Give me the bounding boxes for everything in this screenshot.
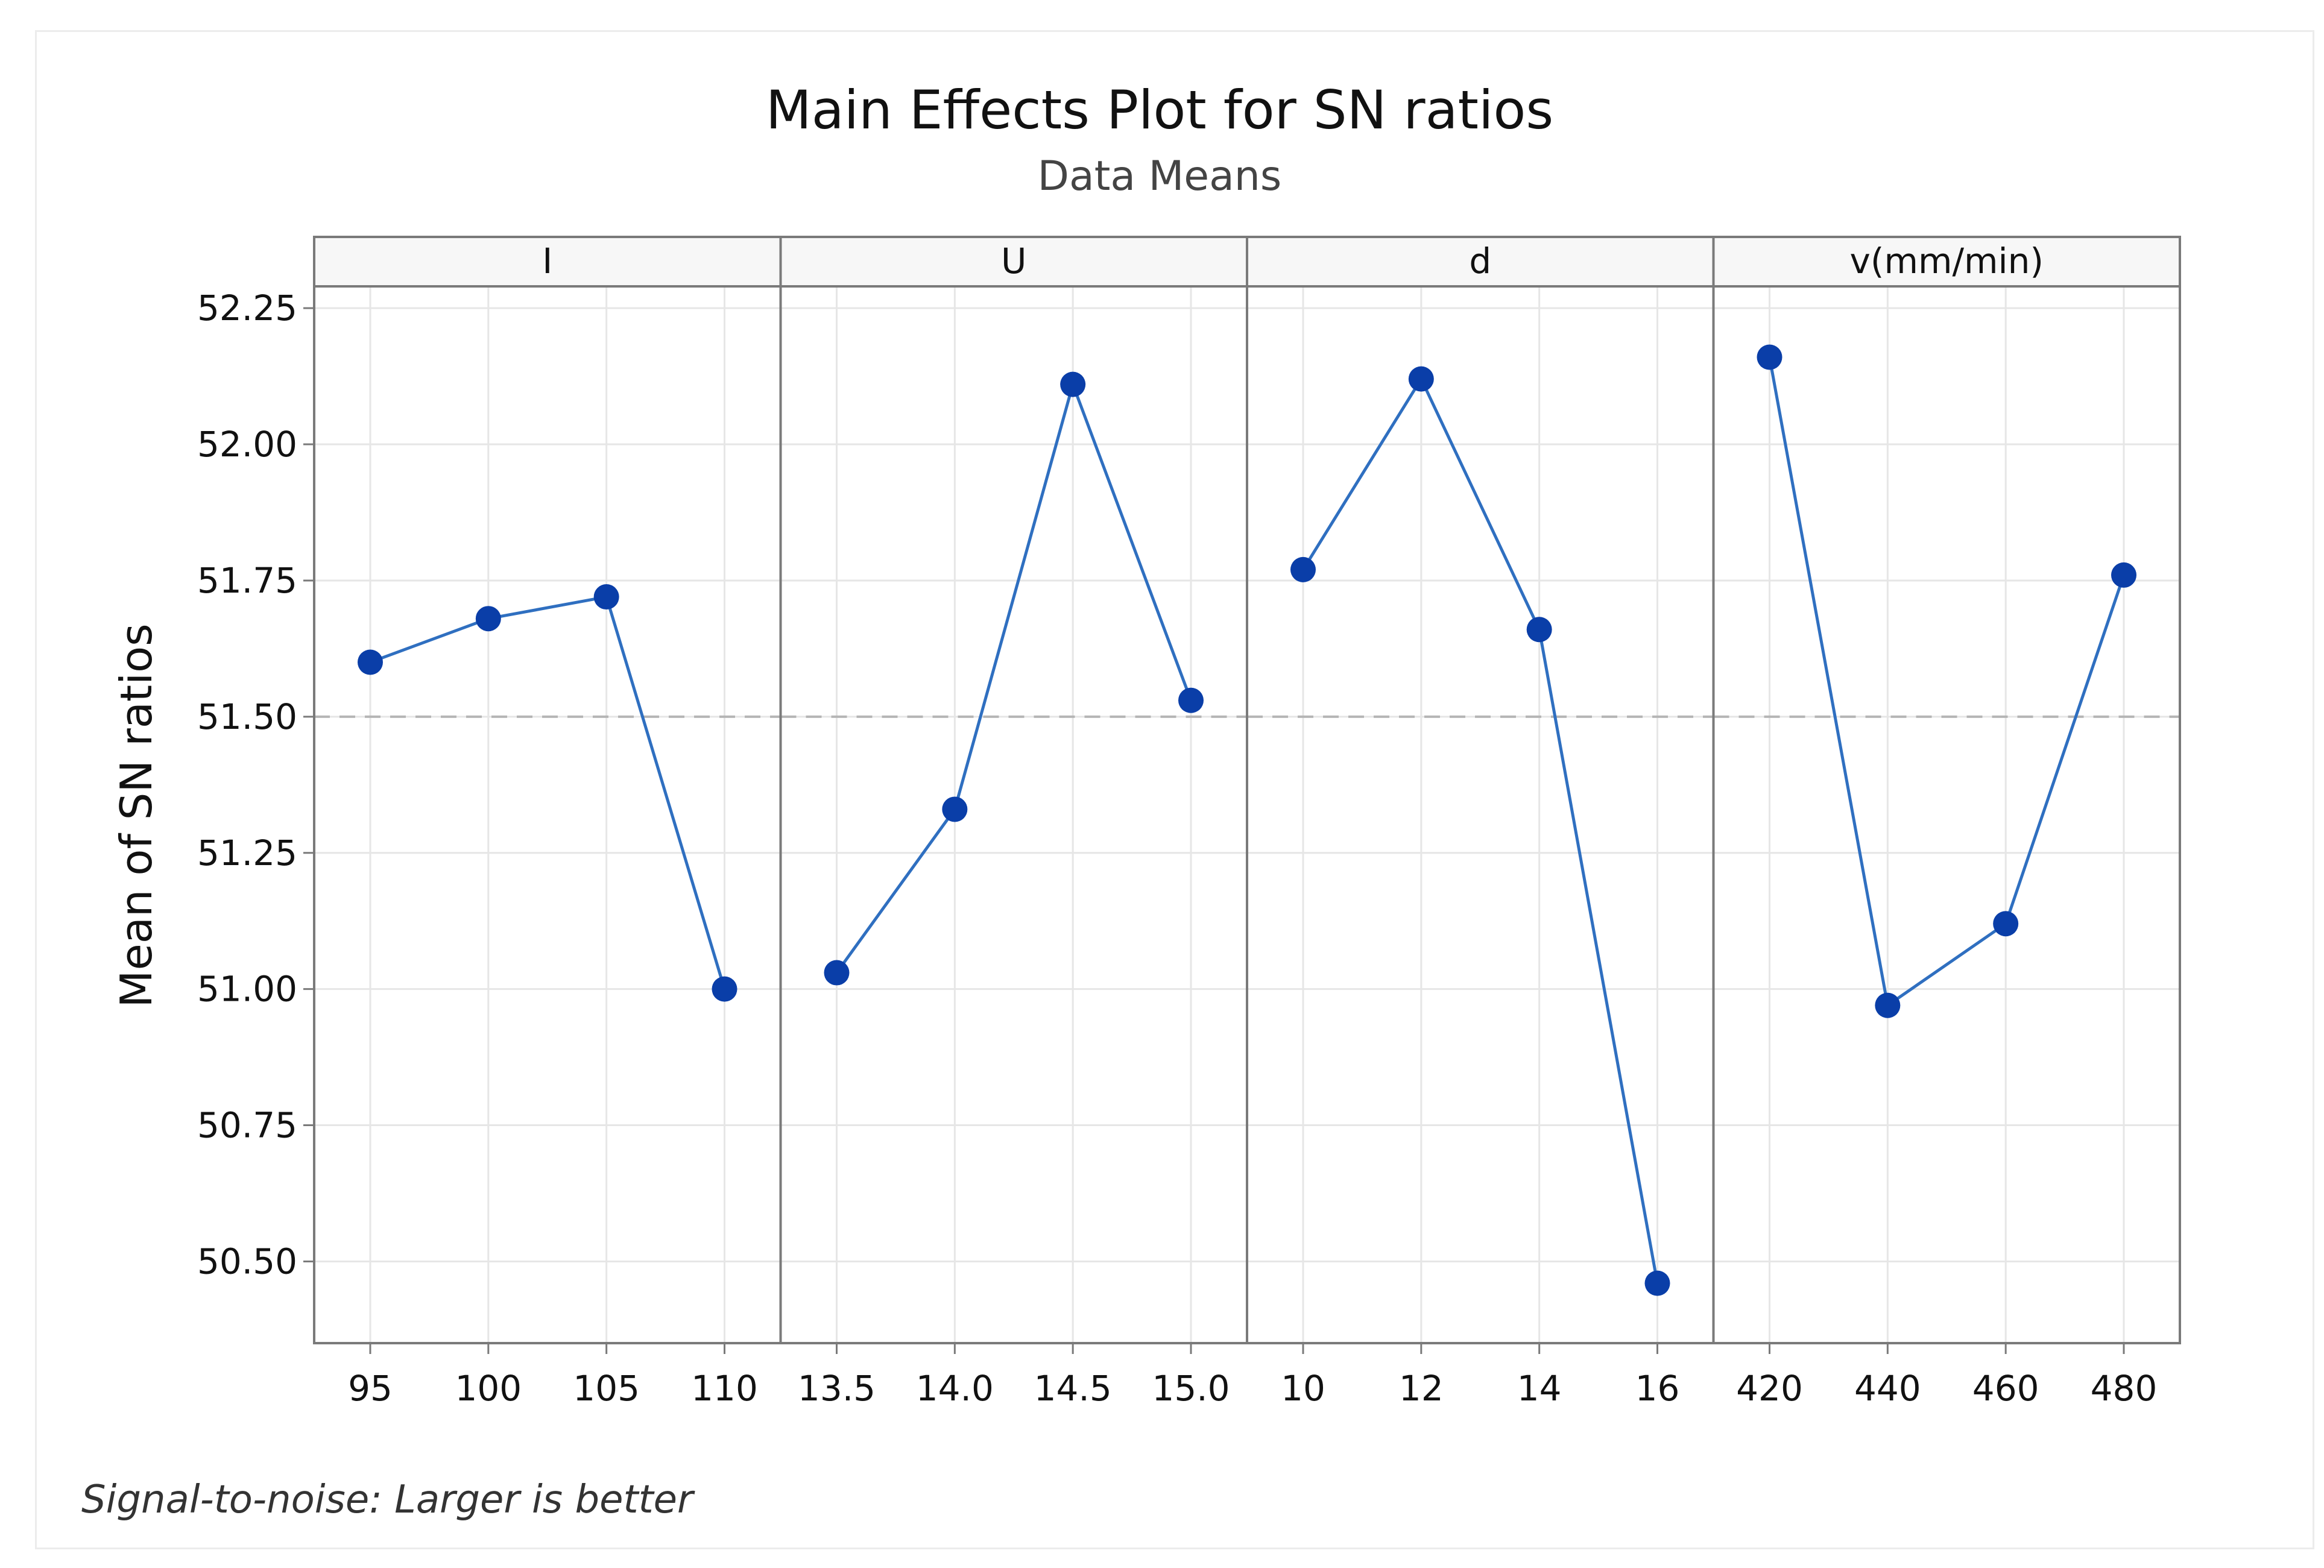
series-line-1 bbox=[370, 595, 726, 990]
x-tick-label: 110 bbox=[691, 1368, 758, 1409]
data-point bbox=[1644, 1270, 1670, 1296]
series-line-2 bbox=[835, 379, 1193, 974]
series-line-3 bbox=[1301, 376, 1659, 1284]
y-tick-label: 51.75 bbox=[197, 560, 297, 601]
chart-title: Main Effects Plot for SN ratios bbox=[766, 79, 1553, 141]
y-tick-label: 50.75 bbox=[197, 1105, 297, 1146]
x-tick-label: 15.0 bbox=[1152, 1368, 1230, 1409]
y-tick-label: 51.50 bbox=[197, 696, 297, 737]
data-point bbox=[1526, 617, 1552, 643]
x-tick-label: 100 bbox=[455, 1368, 522, 1409]
data-point bbox=[358, 649, 383, 675]
y-tick-label: 52.00 bbox=[197, 424, 297, 465]
data-point bbox=[1993, 911, 2019, 937]
panel-frame bbox=[313, 236, 782, 1344]
panel-label-4: v(mm/min) bbox=[1850, 241, 2044, 282]
x-tick-label: 14.5 bbox=[1034, 1368, 1112, 1409]
panel-label-3: d bbox=[1469, 241, 1491, 282]
footnote: Signal-to-noise: Larger is better bbox=[81, 1478, 695, 1522]
panel-frame bbox=[779, 236, 1248, 1344]
chart-subtitle: Data Means bbox=[1038, 153, 1282, 200]
x-tick-label: 460 bbox=[1972, 1368, 2039, 1409]
data-point bbox=[1178, 687, 1204, 713]
panel-frame bbox=[1246, 236, 1715, 1344]
x-tick-label: 420 bbox=[1736, 1368, 1803, 1409]
main-effects-chart: Main Effects Plot for SN ratios Data Mea… bbox=[81, 79, 2181, 1522]
x-tick-label: 12 bbox=[1399, 1368, 1444, 1409]
data-point bbox=[475, 606, 501, 632]
plot-layer: 50.50 50.75 51.00 51.25 51.50 51.75 52.00 52.25… bbox=[197, 236, 2181, 1409]
data-point bbox=[1290, 556, 1316, 582]
data-point bbox=[712, 976, 737, 1002]
chart-frame: Main Effects Plot for SN ratios Data Mea… bbox=[35, 30, 2314, 1549]
data-point bbox=[1757, 344, 1782, 370]
data-point bbox=[2111, 562, 2136, 588]
series-line-4 bbox=[1768, 357, 2126, 1009]
panel-label-2: U bbox=[1001, 241, 1026, 282]
x-tick-label: 14 bbox=[1517, 1368, 1562, 1409]
x-tick-label: 13.5 bbox=[798, 1368, 876, 1409]
x-tick-label: 440 bbox=[1854, 1368, 1921, 1409]
x-tick-label: 105 bbox=[573, 1368, 640, 1409]
data-point bbox=[593, 584, 619, 610]
data-point bbox=[1408, 366, 1434, 392]
panel-label-1: I bbox=[542, 241, 552, 282]
y-axis-label: Mean of SN ratios bbox=[111, 623, 162, 1007]
y-tick-label: 52.25 bbox=[197, 288, 297, 329]
y-tick-label: 50.50 bbox=[197, 1241, 297, 1282]
x-tick-label: 16 bbox=[1635, 1368, 1680, 1409]
panel-frame bbox=[1712, 236, 2181, 1344]
data-point bbox=[824, 960, 850, 986]
x-tick-label: 10 bbox=[1281, 1368, 1325, 1409]
x-tick-label: 480 bbox=[2091, 1368, 2158, 1409]
y-tick-label: 51.00 bbox=[197, 969, 297, 1010]
y-tick-label: 51.25 bbox=[197, 833, 297, 874]
data-point bbox=[1875, 992, 1901, 1018]
data-point bbox=[942, 796, 968, 822]
x-tick-label: 95 bbox=[348, 1368, 393, 1409]
x-tick-label: 14.0 bbox=[916, 1368, 994, 1409]
panel-header bbox=[1246, 236, 1715, 288]
data-point bbox=[1060, 371, 1086, 397]
